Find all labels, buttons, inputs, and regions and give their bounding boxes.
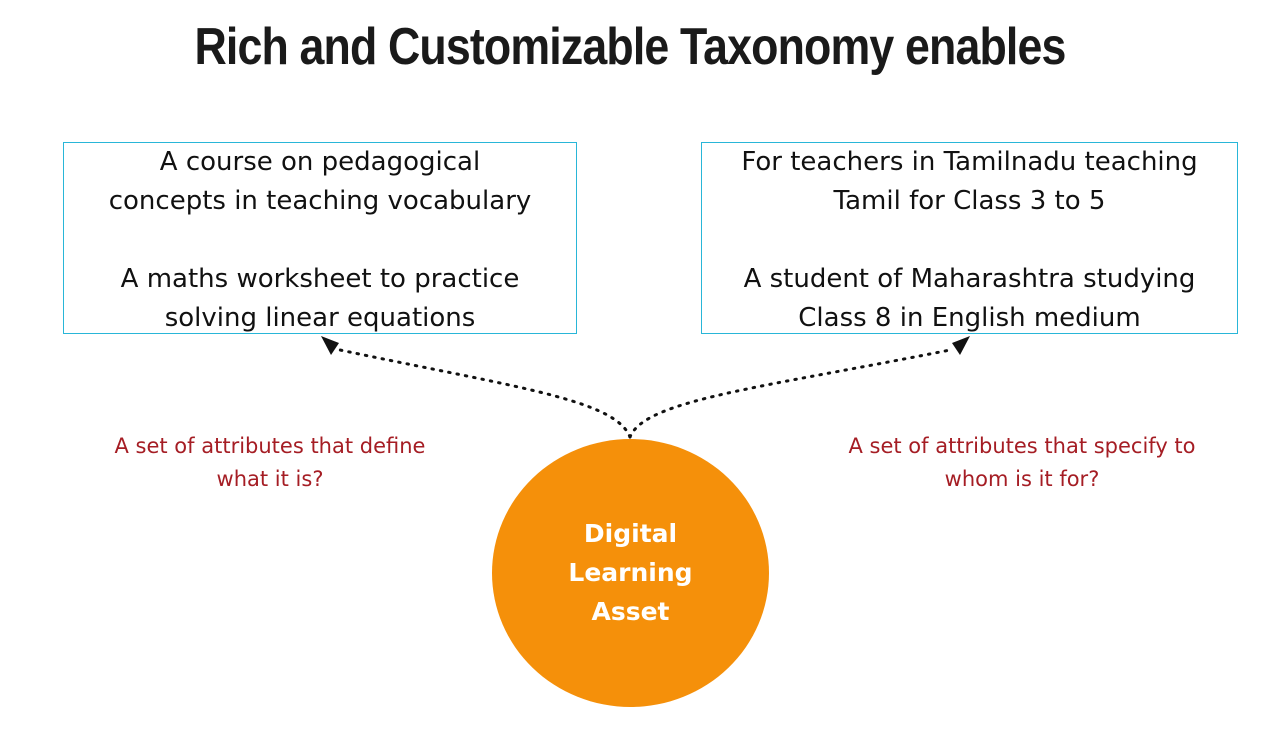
- box-text-line: For teachers in Tamilnadu teaching: [741, 147, 1198, 177]
- arrowhead-right: [952, 336, 970, 355]
- page-title: Rich and Customizable Taxonomy enables: [194, 18, 1066, 76]
- digital-learning-asset-node: [492, 439, 769, 707]
- what-it-is-box: A course on pedagogical concepts in teac…: [63, 142, 577, 334]
- box-text-line: concepts in teaching vocabulary: [108, 186, 532, 216]
- box-text-line: solving linear equations: [164, 303, 476, 333]
- box-text-line: A student of Maharashtra studying: [743, 264, 1196, 294]
- caption-line: what it is?: [216, 467, 324, 491]
- node-label-line: Digital: [583, 519, 678, 548]
- box-text-line: Tamil for Class 3 to 5: [833, 186, 1106, 216]
- whom-it-is-for-box: For teachers in Tamilnadu teaching Tamil…: [701, 142, 1238, 334]
- arrow-to-left-box: [338, 348, 632, 439]
- what-it-is-caption: A set of attributes that define what it …: [90, 430, 450, 496]
- box-text-line: Class 8 in English medium: [798, 303, 1141, 333]
- arrow-to-right-box: [628, 348, 952, 439]
- node-label-line: Asset: [591, 597, 670, 626]
- caption-line: A set of attributes that define: [114, 434, 426, 458]
- caption-line: whom is it for?: [944, 467, 1100, 491]
- box-text-line: A maths worksheet to practice: [120, 264, 520, 294]
- node-label-line: Learning: [568, 558, 693, 587]
- box-text-line: A course on pedagogical: [159, 147, 481, 177]
- digital-learning-asset-label: Digital Learning Asset: [492, 514, 769, 631]
- arrowhead-left: [321, 336, 339, 355]
- whom-it-is-for-caption: A set of attributes that specify to whom…: [822, 430, 1222, 496]
- caption-line: A set of attributes that specify to: [848, 434, 1196, 458]
